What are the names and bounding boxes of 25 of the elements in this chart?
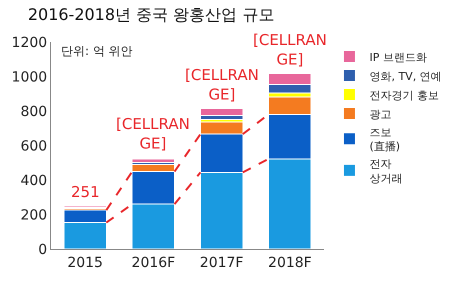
y-tick-label: 800 [20,104,48,120]
legend-label: 전자경기 홍보 [369,88,439,102]
legend-label: 전자 상거래 [369,158,402,185]
y-tick-label: 400 [20,172,48,189]
chart-title: 2016-2018년 중국 왕홍산업 규모 [28,4,274,24]
legend-label: 영화, TV, 연예 [369,70,442,83]
legend-label: IP 브랜드화 [369,50,427,64]
y-tick-label: 0 [38,242,48,258]
bar [132,158,176,164]
y-tick-label: 200 [20,207,48,224]
bar [200,108,244,116]
y-tick-label: 1200 [12,34,48,51]
chart-subtitle: 단위: 억 위안 [61,44,133,58]
annotation: [CELLRAN GE] [253,31,327,68]
y-tick-label: 1000 [12,69,48,86]
annotation: 251 [71,183,100,201]
x-tick-label: 2016F [132,254,176,271]
x-tick-label: 2017F [200,254,244,271]
legend-label: 광고 [369,108,392,121]
y-tick-label: 600 [20,138,48,154]
annotation: [CELLRAN GE] [116,115,190,152]
x-tick-label: 2015 [67,254,103,271]
legend-label: 즈보 (直播) [369,126,400,154]
annotation: [CELLRAN GE] [185,66,259,104]
x-tick-label: 2018F [268,254,312,271]
